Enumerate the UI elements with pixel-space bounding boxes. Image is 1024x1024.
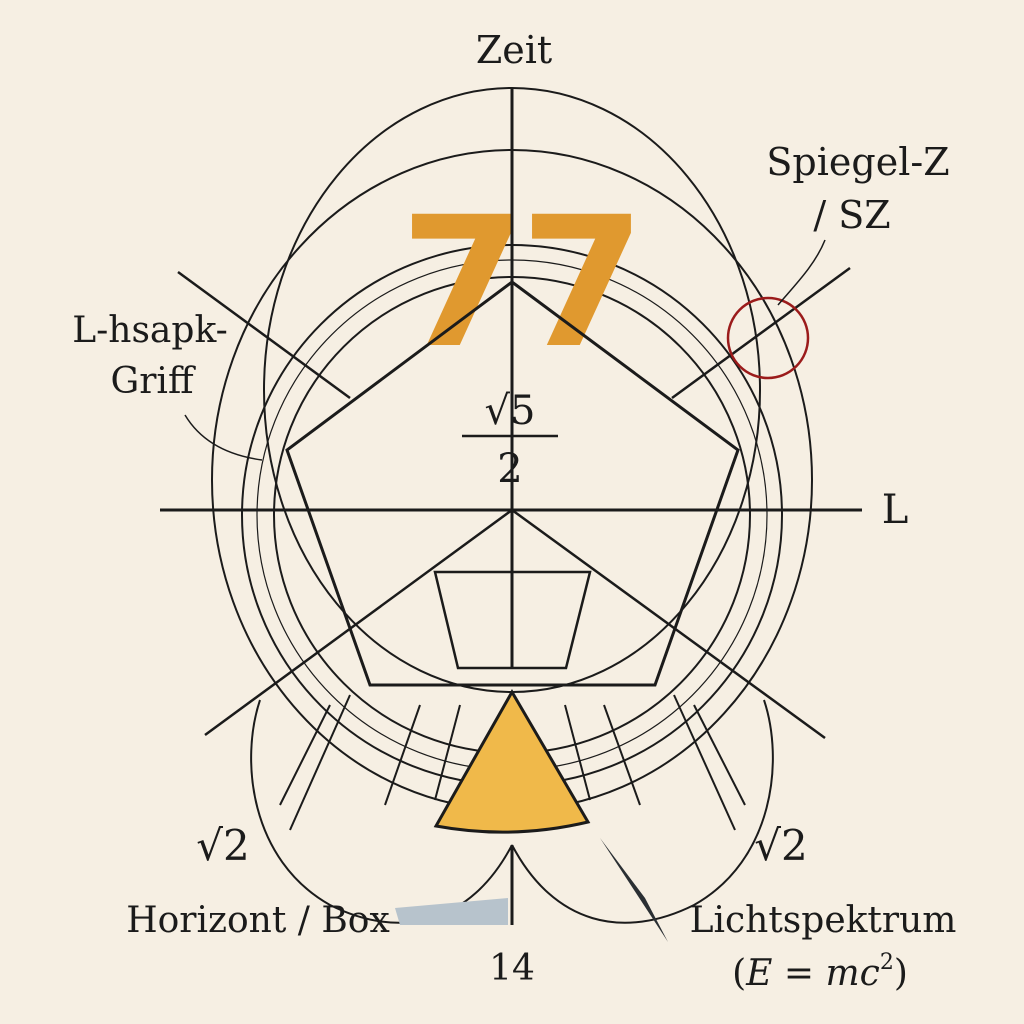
grip-leader	[184, 414, 263, 461]
fraction-numerator: √5	[485, 388, 536, 434]
big-numeral-right: 7	[520, 179, 645, 388]
label-spectrum: Lichtspektrum	[690, 900, 957, 941]
label-bottom-number: 14	[489, 948, 535, 989]
gold-triangle	[433, 688, 591, 834]
fraction-denominator: 2	[497, 446, 522, 492]
horizon-box-wedge	[395, 898, 508, 925]
mirror-leader	[777, 239, 826, 306]
big-numeral-left: 7	[400, 179, 525, 388]
label-mirror-2: / SZ	[813, 193, 890, 237]
label-formula: (E = mc2)	[732, 950, 908, 994]
mirror-circle	[726, 296, 810, 380]
diagonal-upper-right	[671, 266, 851, 400]
label-grip-1: L-hsapk-	[72, 310, 228, 351]
fan-lines	[279, 694, 746, 831]
label-sqrt-left: √2	[196, 821, 249, 870]
left-lower-lobe	[250, 699, 513, 924]
label-mirror-1: Spiegel-Z	[766, 140, 949, 184]
diagonal-lower-left	[204, 508, 513, 737]
label-sqrt-right: √2	[754, 821, 807, 870]
inner-pentagon	[433, 570, 592, 670]
label-grip-2: Griff	[110, 361, 195, 402]
label-zeit: Zeit	[476, 28, 552, 72]
label-horizon-box: Horizont / Box	[126, 900, 390, 941]
diagonal-lower-right	[511, 508, 826, 740]
spectrum-pointer	[600, 838, 668, 942]
label-axis-l: L	[882, 487, 909, 533]
right-lower-lobe	[511, 699, 774, 924]
diagonal-upper-left	[177, 270, 351, 400]
outer-pentagon	[285, 280, 740, 687]
